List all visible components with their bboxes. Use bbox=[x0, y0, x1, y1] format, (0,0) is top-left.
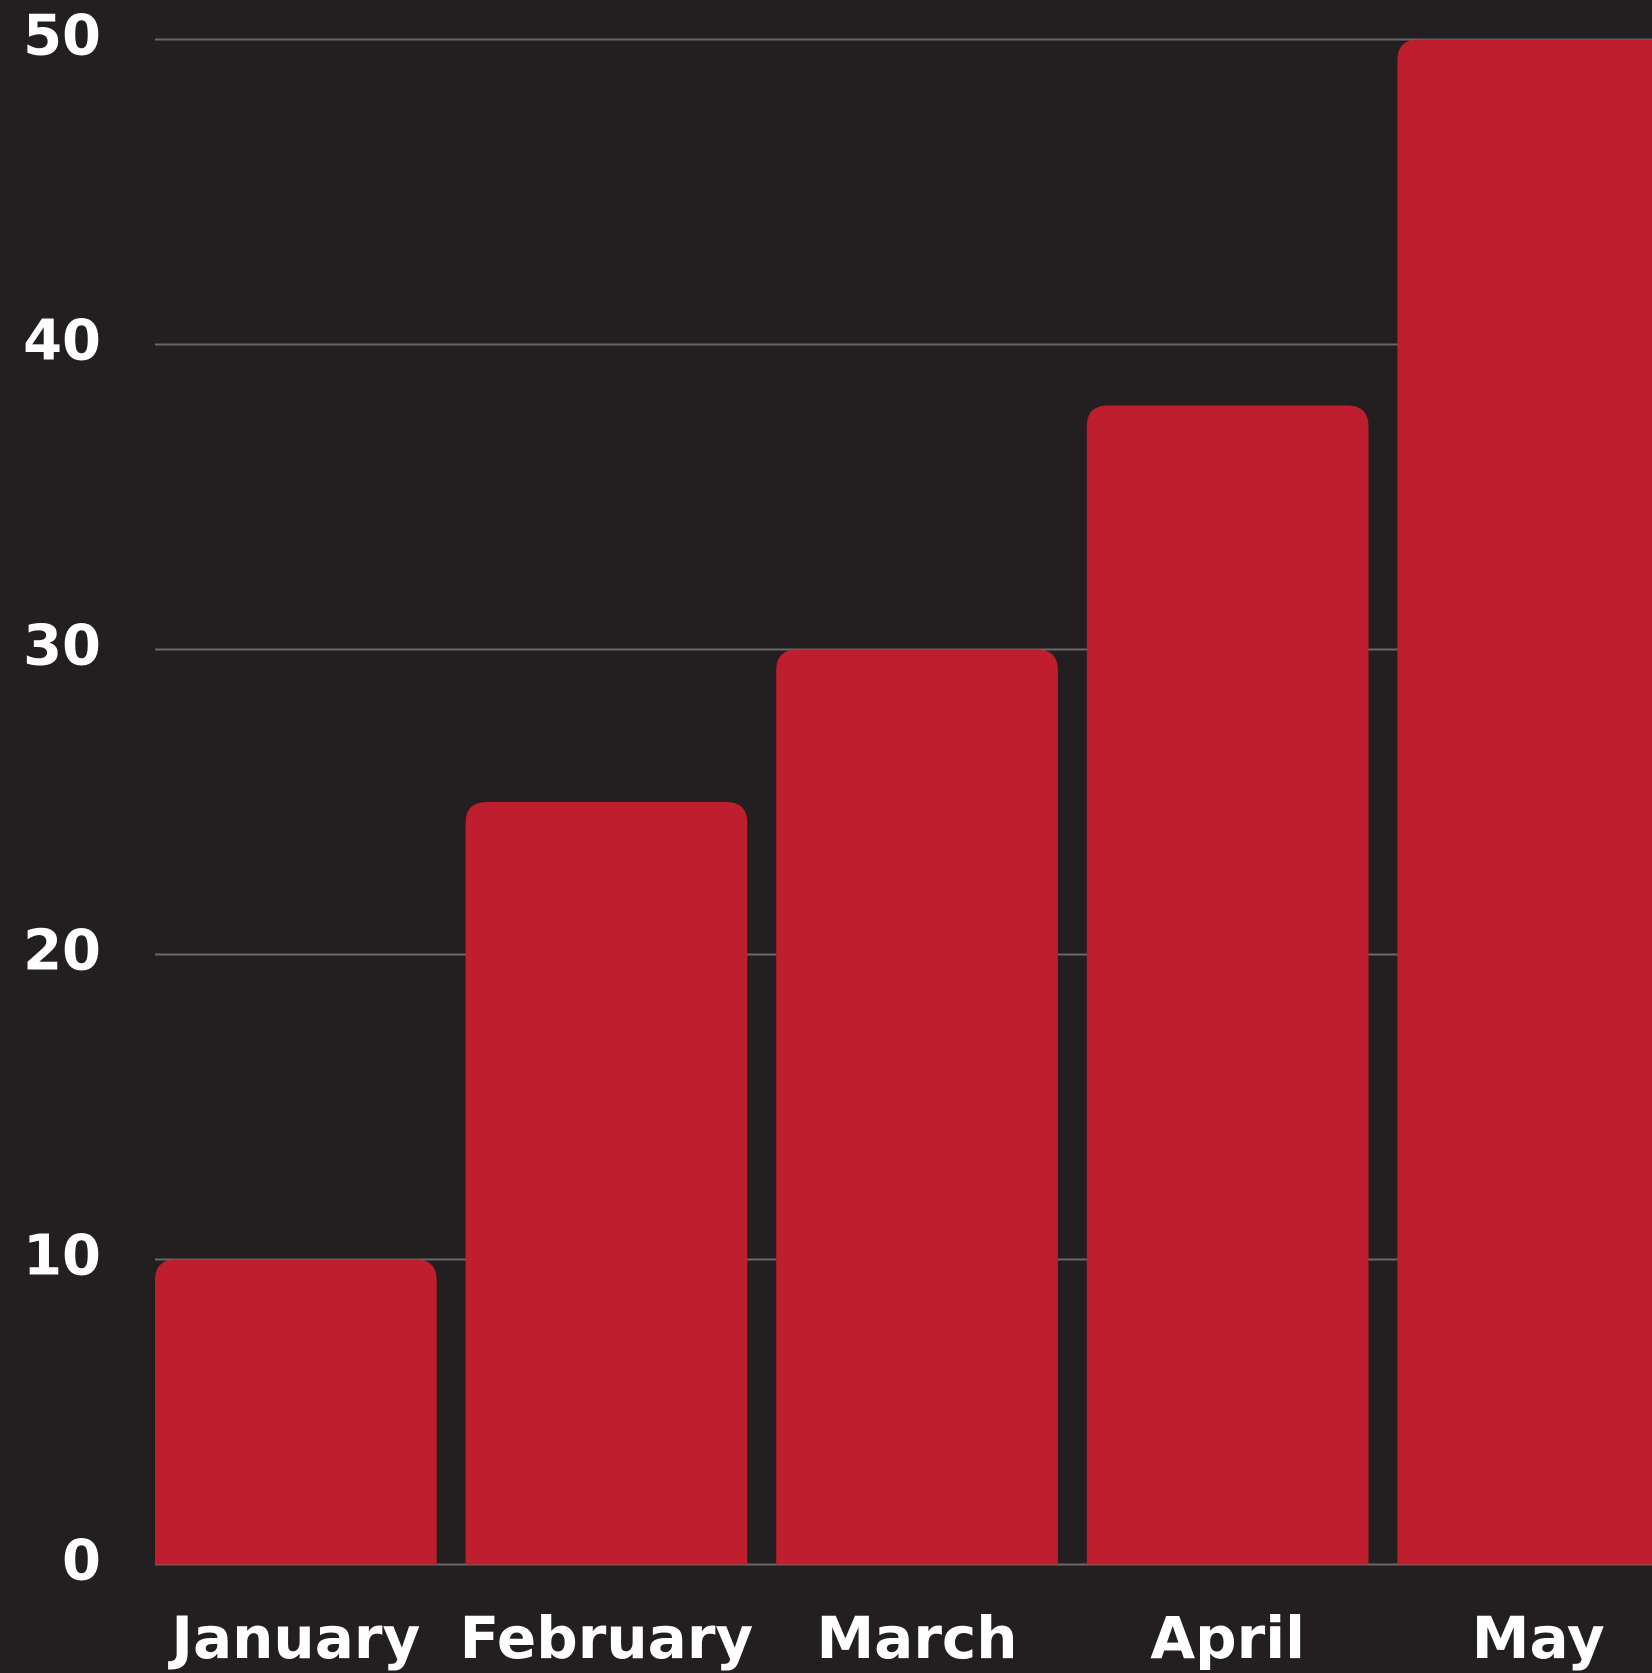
bar bbox=[776, 649, 1058, 1565]
x-tick-label: February bbox=[460, 1604, 754, 1672]
y-tick-label: 50 bbox=[23, 4, 101, 69]
x-tick-label: January bbox=[167, 1604, 420, 1672]
bar bbox=[155, 1259, 437, 1565]
x-tick-label: May bbox=[1472, 1604, 1605, 1672]
bar bbox=[1086, 405, 1369, 1565]
y-tick-label: 20 bbox=[23, 919, 101, 984]
bar bbox=[1397, 39, 1652, 1565]
y-tick-label: 0 bbox=[62, 1529, 101, 1594]
bar bbox=[465, 802, 748, 1565]
y-tick-label: 40 bbox=[23, 309, 101, 374]
x-tick-label: April bbox=[1150, 1604, 1305, 1672]
x-tick-label: March bbox=[816, 1604, 1017, 1672]
y-tick-label: 30 bbox=[23, 614, 101, 679]
y-tick-label: 10 bbox=[23, 1224, 101, 1289]
